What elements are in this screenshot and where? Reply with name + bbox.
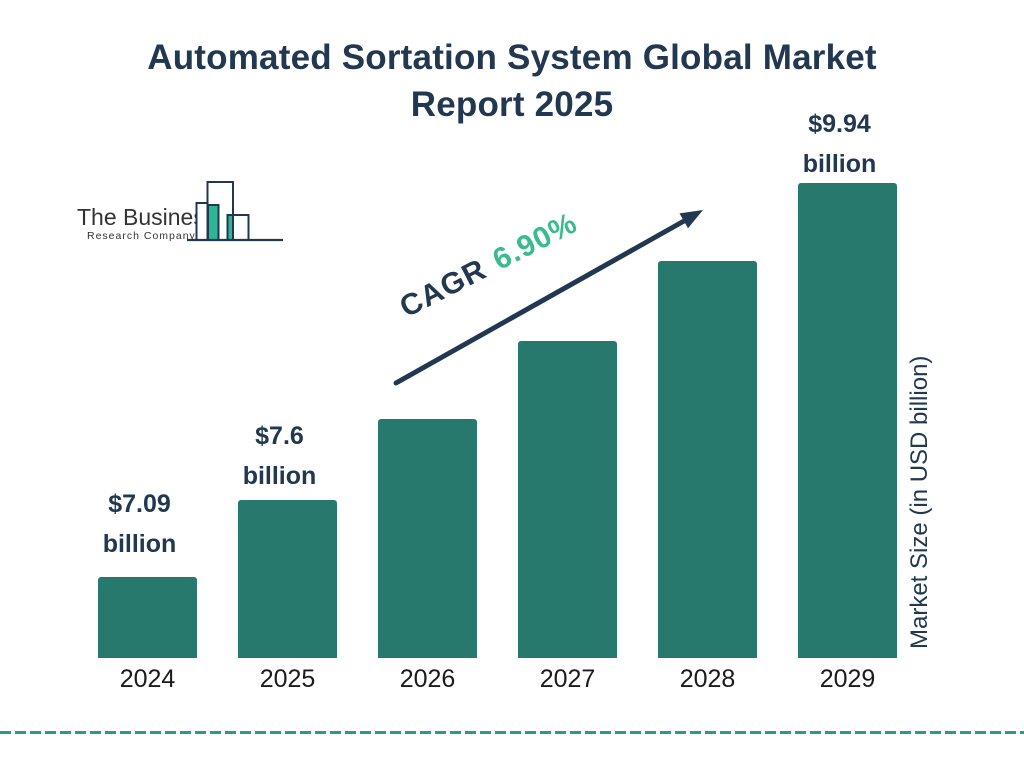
x-tick-2027: 2027	[539, 665, 596, 693]
x-tick-2028: 2028	[679, 665, 736, 693]
chart-title-line2: Report 2025	[410, 85, 614, 124]
chart-title-line1: Automated Sortation System Global Market	[147, 38, 877, 77]
bar-2028	[658, 261, 757, 658]
logo-text-primary: The Business	[77, 204, 216, 230]
bar-2026	[378, 419, 477, 658]
company-logo: The Business Research Company	[75, 170, 290, 245]
cagr-value: 6.90%	[487, 206, 583, 277]
bar-2025	[238, 500, 337, 658]
logo-text-secondary: Research Company	[87, 230, 196, 242]
chart-title: Automated Sortation System Global Market…	[0, 34, 1024, 128]
x-tick-2025: 2025	[259, 665, 316, 693]
value-label-2025: $7.6 billion	[242, 422, 317, 490]
x-tick-2029: 2029	[819, 665, 876, 693]
x-tick-2026: 2026	[399, 665, 456, 693]
cagr-annotation: CAGR6.90%	[395, 206, 584, 325]
value-label-2024: $7.09 billion	[102, 490, 177, 558]
bar-2024	[98, 577, 197, 658]
bar-2029	[798, 183, 897, 658]
cagr-label: CAGR	[394, 252, 492, 325]
company-logo-graphic: The Business Research Company	[77, 181, 283, 242]
x-tick-2024: 2024	[119, 665, 176, 693]
bottom-dashed-divider	[0, 731, 1024, 734]
logo-bars-icon	[187, 181, 283, 242]
bar-2027	[518, 341, 617, 658]
value-label-2029: $9.94 billion	[802, 110, 877, 178]
y-axis-label: Market Size (in USD billion)	[906, 355, 933, 649]
